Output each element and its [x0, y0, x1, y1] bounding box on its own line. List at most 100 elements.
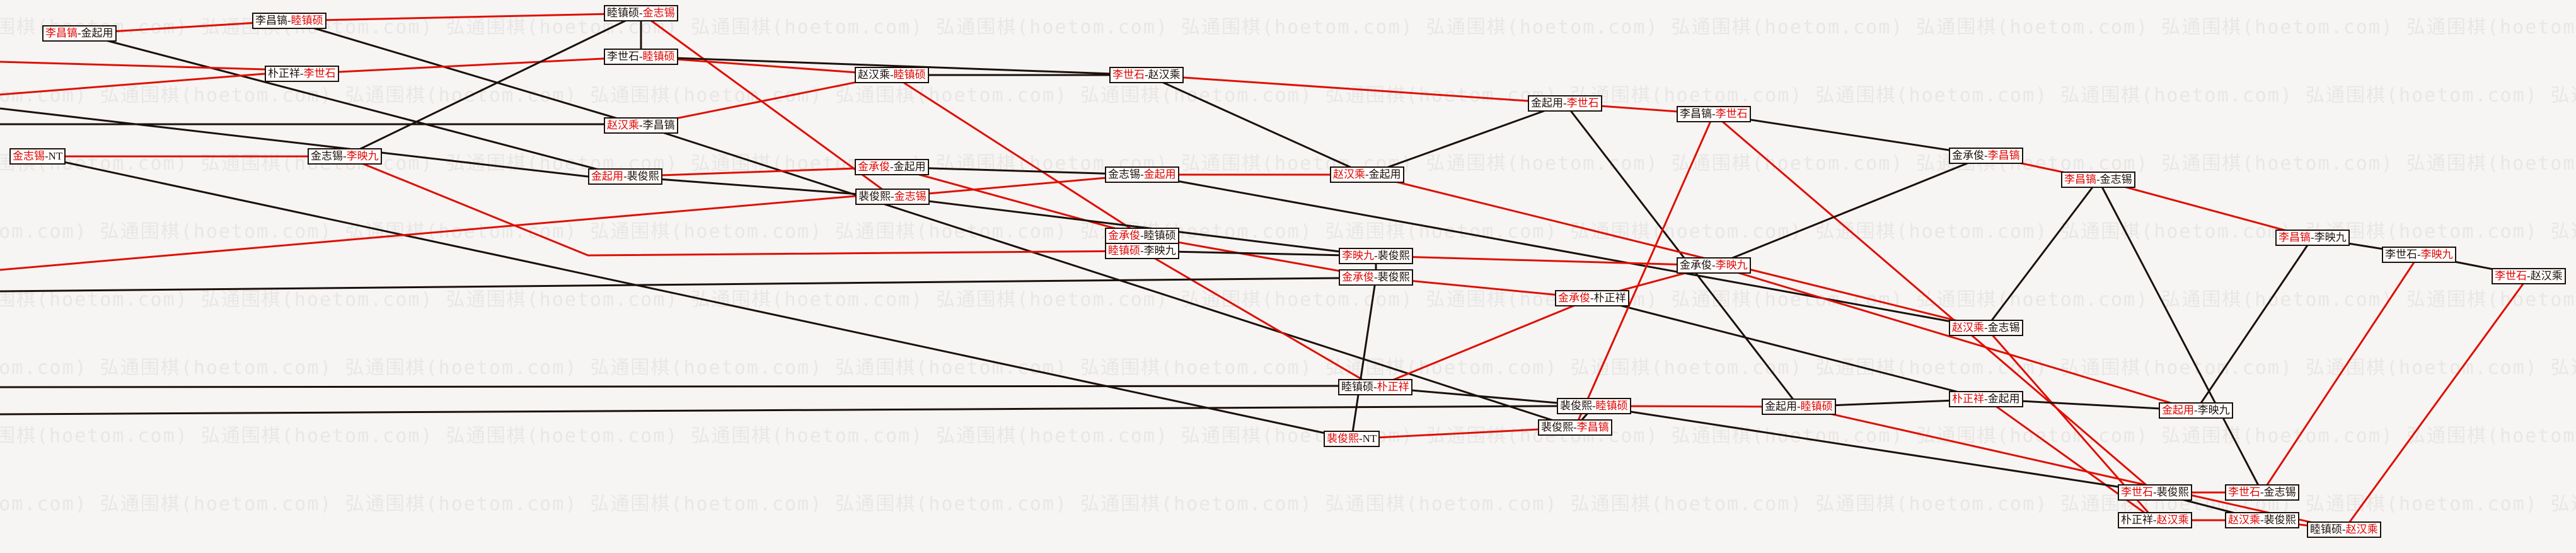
match-node[interactable]: 金起用-李映九 — [2159, 402, 2233, 419]
match-node[interactable]: 金承俊-李映九 — [1677, 257, 1751, 274]
match-connector — [891, 74, 1143, 237]
match-connector — [1351, 277, 1377, 439]
match-node[interactable]: 李昌镐-金志锡 — [2061, 172, 2135, 188]
match-connector — [1985, 179, 2099, 329]
match-connector — [1574, 114, 1715, 428]
separator: - — [1373, 381, 1377, 393]
match-connector — [289, 12, 642, 22]
match-node[interactable]: 金承俊-李昌镐 — [1949, 148, 2023, 164]
player-name: 裴俊熙 — [1541, 421, 1573, 433]
separator: - — [1984, 393, 1988, 405]
match-node[interactable]: 裴俊熙-NT — [1324, 431, 1380, 447]
match-connector — [892, 195, 1377, 257]
match-node[interactable]: 李昌镐-李世石 — [1677, 106, 1751, 122]
match-connector — [2097, 179, 2263, 493]
match-node[interactable]: 睦镇硕-朴正祥 — [1338, 379, 1412, 395]
match-node[interactable]: 李世石-裴俊熙 — [2118, 484, 2192, 501]
separator: - — [1797, 400, 1801, 412]
player-name: 金承俊 — [1108, 230, 1140, 242]
separator: - — [1712, 108, 1716, 120]
match-node[interactable]: 李世石-金志锡 — [2225, 484, 2299, 501]
match-node[interactable]: 李昌镐-李映九 — [2275, 230, 2350, 246]
separator: - — [1140, 230, 1144, 242]
separator: - — [2342, 523, 2346, 535]
player-name: 李世石 — [1715, 108, 1748, 120]
match-node[interactable]: 朴正祥-金起用 — [1949, 391, 2023, 407]
player-name: 李昌镐 — [2064, 173, 2096, 185]
match-node[interactable]: 金承俊-裴俊熙 — [1339, 269, 1413, 286]
match-node[interactable]: 金承俊-睦镇硕 — [1105, 228, 1179, 244]
player-name: 金志锡 — [1987, 322, 2020, 334]
match-node[interactable]: 金志锡-NT — [9, 148, 66, 165]
match-connector — [2261, 254, 2420, 493]
match-connector — [0, 385, 1339, 388]
match-node[interactable]: 睦镇硕-金志锡 — [604, 5, 678, 21]
watermark-text: 弘通围棋(hoetom.com) 弘通围棋(hoetom.com) 弘通围棋(h… — [0, 153, 2576, 175]
match-connector — [344, 155, 1143, 257]
match-node[interactable]: 金起用-李世石 — [1528, 95, 1602, 112]
player-name: 裴俊熙 — [1560, 400, 1592, 412]
match-node[interactable]: 金起用-睦镇硕 — [1762, 399, 1836, 415]
match-connector — [1564, 103, 1800, 407]
separator: - — [1365, 168, 1369, 180]
match-node[interactable]: 李世石-赵汉乘 — [1109, 67, 1184, 83]
player-name: 金起用 — [1143, 168, 1176, 180]
match-node[interactable]: 朴正祥-李世石 — [265, 66, 339, 82]
match-connector — [1146, 74, 1368, 176]
match-node[interactable]: 睦镇硕-赵汉乘 — [2307, 521, 2381, 538]
watermark-text: 弘通围棋(hoetom.com) 弘通围棋(hoetom.com) 弘通围棋(h… — [0, 289, 2576, 311]
player-name: 金起用 — [1987, 393, 2020, 405]
match-node[interactable]: 金起用-裴俊熙 — [588, 168, 662, 185]
match-node[interactable]: 李昌镐-金起用 — [42, 25, 117, 42]
player-name: 李映九 — [1143, 245, 1176, 257]
match-node[interactable]: 金志锡-金起用 — [1105, 166, 1179, 183]
match-node[interactable]: 朴正祥-赵汉乘 — [2118, 512, 2192, 528]
match-node[interactable]: 金承俊-金起用 — [855, 159, 929, 175]
match-node[interactable]: 赵汉乘-裴俊熙 — [2225, 512, 2299, 528]
match-node[interactable]: 赵汉乘-睦镇硕 — [855, 67, 929, 83]
match-node[interactable]: 裴俊熙-睦镇硕 — [1557, 398, 1631, 414]
match-node[interactable]: 赵汉乘-金起用 — [1330, 166, 1404, 183]
player-name: 李世石 — [2121, 486, 2153, 498]
match-node[interactable]: 李世石-赵汉乘 — [2492, 268, 2566, 284]
watermark-text: 弘通围棋(hoetom.com) 弘通围棋(hoetom.com) 弘通围棋(h… — [0, 84, 2576, 107]
watermark-text: 弘通围棋(hoetom.com) 弘通围棋(hoetom.com) 弘通围棋(h… — [0, 16, 2576, 38]
match-connector — [1713, 113, 2156, 494]
separator: - — [2260, 486, 2264, 498]
match-node[interactable]: 李世石-李映九 — [2382, 247, 2456, 263]
match-node[interactable]: 李世石-睦镇硕 — [604, 49, 678, 65]
player-name: 金起用 — [591, 170, 623, 182]
match-node[interactable]: 赵汉乘-金志锡 — [1949, 320, 2023, 336]
separator: - — [639, 50, 643, 62]
player-name: 赵汉乘 — [1333, 168, 1365, 180]
match-connector — [1713, 154, 1987, 267]
match-connector — [1375, 297, 1593, 388]
player-name: 金起用 — [1368, 168, 1401, 180]
match-node[interactable]: 睦镇硕-李映九 — [1105, 243, 1179, 259]
match-node[interactable]: 金承俊-朴正祥 — [1555, 290, 1629, 306]
player-name: 金志锡 — [1108, 168, 1140, 180]
match-node[interactable]: 李映九-裴俊熙 — [1339, 248, 1413, 264]
player-name: 赵汉乘 — [2156, 514, 2189, 526]
match-node[interactable]: 金志锡-李映九 — [308, 148, 382, 165]
match-node[interactable]: 裴俊熙-李昌镐 — [1538, 419, 1612, 436]
separator: - — [1590, 292, 1594, 304]
player-name: 睦镇硕 — [893, 69, 926, 81]
separator: - — [2417, 248, 2421, 260]
match-connector — [37, 155, 1352, 440]
player-name: 睦镇硕 — [607, 7, 639, 19]
separator: - — [1712, 259, 1716, 271]
match-node[interactable]: 裴俊熙-金志锡 — [855, 189, 930, 205]
match-node[interactable]: 赵汉乘-李昌镐 — [604, 117, 678, 134]
player-name: 金起用 — [1765, 400, 1797, 412]
separator: - — [343, 150, 347, 162]
match-node[interactable]: 李昌镐-睦镇硕 — [252, 13, 326, 29]
separator: - — [2260, 514, 2264, 526]
player-name: 睦镇硕 — [291, 15, 323, 26]
match-connector — [2098, 178, 2313, 239]
player-name: 李映九 — [1342, 250, 1374, 262]
match-connector — [2195, 237, 2314, 411]
player-name: 裴俊熙 — [2263, 514, 2296, 526]
